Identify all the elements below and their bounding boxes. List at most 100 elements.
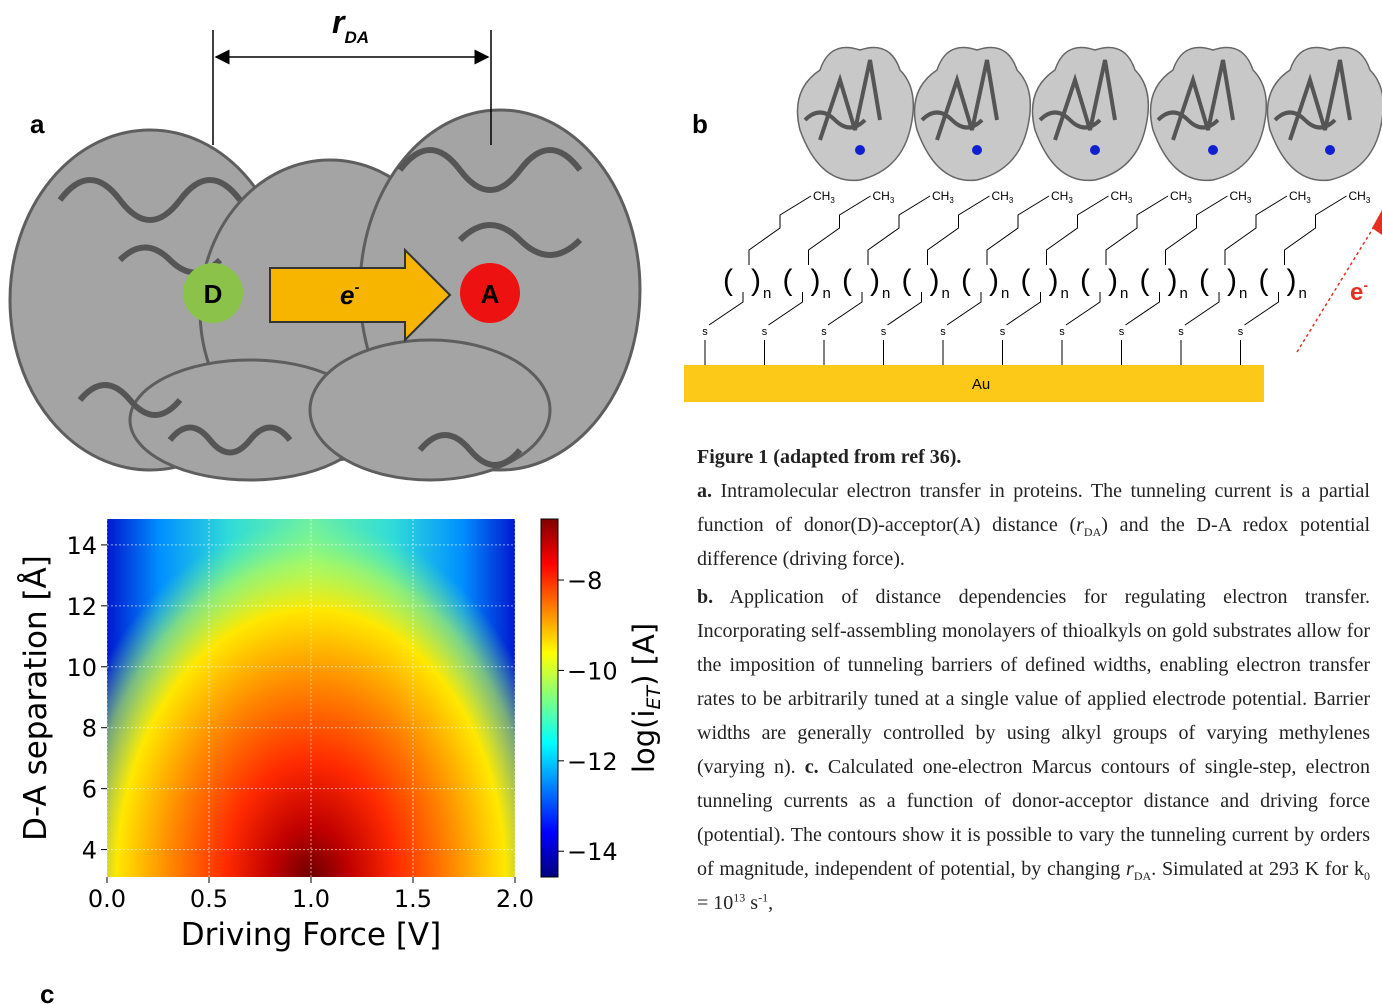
methyl-label: CH3 <box>1349 189 1371 205</box>
alkyl-chain <box>1166 196 1228 265</box>
panel-c: c Driving Force [V] D-A separation [Å] l… <box>18 519 665 1004</box>
copper-site <box>1090 145 1100 155</box>
sulfur-label: s <box>1000 326 1006 338</box>
repeat-label: n <box>942 285 950 302</box>
colorbar <box>541 519 558 877</box>
methyl: CH <box>1051 189 1068 203</box>
methyl: CH <box>1289 189 1306 203</box>
panel-label: c <box>40 979 54 1004</box>
paren: ( <box>783 264 793 297</box>
alkyl-chain <box>868 196 930 265</box>
paren: ( <box>1080 264 1090 297</box>
panel-ref: c. <box>805 756 819 778</box>
copper-site <box>1208 145 1218 155</box>
caption-text: , <box>768 892 773 914</box>
caption-paragraph: b. Application of distance dependencies … <box>697 580 1370 920</box>
colorbar-tick-label: −12 <box>567 748 618 776</box>
protein <box>1033 48 1149 181</box>
repeat-label: n <box>823 285 831 302</box>
alkyl-chain <box>1225 196 1287 265</box>
paren: ( <box>723 264 733 297</box>
protein <box>798 48 914 181</box>
paren: ( <box>1021 264 1031 297</box>
y-tick-label: 14 <box>66 532 97 560</box>
distance-label: rDA <box>332 4 369 47</box>
panel-ref: b. <box>697 586 713 608</box>
protein <box>1268 48 1382 181</box>
sulfur-label: s <box>940 326 946 338</box>
y-tick-label: 10 <box>66 654 97 682</box>
methyl-label: CH3 <box>992 189 1014 205</box>
paren: ) <box>751 264 761 297</box>
methyl-label: CH3 <box>813 189 835 205</box>
methyl: CH <box>1230 189 1247 203</box>
superscript: -1 <box>758 890 768 904</box>
paren: ) <box>1168 264 1178 297</box>
sulfur-label: s <box>1238 326 1244 338</box>
panel-ref: a. <box>697 480 712 502</box>
copper-site <box>855 145 865 155</box>
paren: ) <box>1287 264 1297 297</box>
repeat-label: n <box>1001 285 1009 302</box>
methyl-label: CH3 <box>1289 189 1311 205</box>
colorbar-tick-label: −8 <box>567 567 602 595</box>
paren: ( <box>902 264 912 297</box>
alkyl-chain <box>1106 196 1168 265</box>
subscript: 3 <box>1009 196 1014 205</box>
methyl-label: CH3 <box>1111 189 1133 205</box>
substrate-label: Au <box>972 376 990 393</box>
subscript: 3 <box>1068 196 1073 205</box>
caption-paragraph: a. Intramolecular electron transfer in p… <box>697 474 1370 576</box>
methyl: CH <box>1170 189 1187 203</box>
methyl: CH <box>1111 189 1128 203</box>
x-axis-label: Driving Force [V] <box>181 917 442 953</box>
subscript: 3 <box>1187 196 1192 205</box>
paren: ) <box>1049 264 1059 297</box>
subscript: 3 <box>1366 196 1371 205</box>
methyl-label: CH3 <box>873 189 895 205</box>
copper-site <box>1325 145 1335 155</box>
symbol: r <box>1126 858 1134 880</box>
panel-label: b <box>692 109 708 139</box>
copper-site <box>972 145 982 155</box>
caption-text: Application of distance dependencies for… <box>697 586 1370 778</box>
caption-text: = 10 <box>697 892 733 914</box>
colorbar-label: log(iET) [A] <box>627 623 665 773</box>
paren: ( <box>842 264 852 297</box>
methyl-label: CH3 <box>1051 189 1073 205</box>
subscript: 3 <box>830 196 835 205</box>
x-tick-label: 0.0 <box>88 885 126 913</box>
panel-b: b Au e- s()nCH3s()nCH3s()nCH3s()nCH3s()n… <box>684 48 1382 403</box>
paren: ) <box>811 264 821 297</box>
sulfur-label: s <box>881 326 887 338</box>
alkyl-chain <box>1285 196 1347 265</box>
caption-text: s <box>745 892 758 914</box>
subscript: 0 <box>1364 869 1370 883</box>
alkyl-chain <box>809 196 871 265</box>
repeat-label: n <box>882 285 890 302</box>
x-tick-label: 2.0 <box>496 885 534 913</box>
symbol: r <box>1076 514 1084 536</box>
electron-label: e- <box>1350 277 1368 306</box>
subscript: 3 <box>890 196 895 205</box>
paren: ) <box>870 264 880 297</box>
subscript: 3 <box>949 196 954 205</box>
paren: ( <box>1199 264 1209 297</box>
methyl: CH <box>1349 189 1366 203</box>
protein <box>915 48 1031 181</box>
subscript: 3 <box>1128 196 1133 205</box>
caption-title: Figure 1 (adapted from ref 36). <box>697 440 1370 474</box>
y-tick-label: 8 <box>82 715 97 743</box>
sulfur-label: s <box>821 326 827 338</box>
methyl-label: CH3 <box>1170 189 1192 205</box>
repeat-label: n <box>1239 285 1247 302</box>
alkyl-chain <box>749 196 811 265</box>
y-tick-label: 12 <box>66 593 97 621</box>
x-tick-label: 0.5 <box>190 885 228 913</box>
x-tick-label: 1.5 <box>394 885 432 913</box>
page: {"panel_a": {"label": "a", "distance_sym… <box>0 0 1382 1004</box>
sulfur-label: s <box>762 326 768 338</box>
paren: ) <box>1108 264 1118 297</box>
methyl: CH <box>932 189 949 203</box>
caption-text: . Simulated at 293 K for k <box>1151 858 1364 880</box>
